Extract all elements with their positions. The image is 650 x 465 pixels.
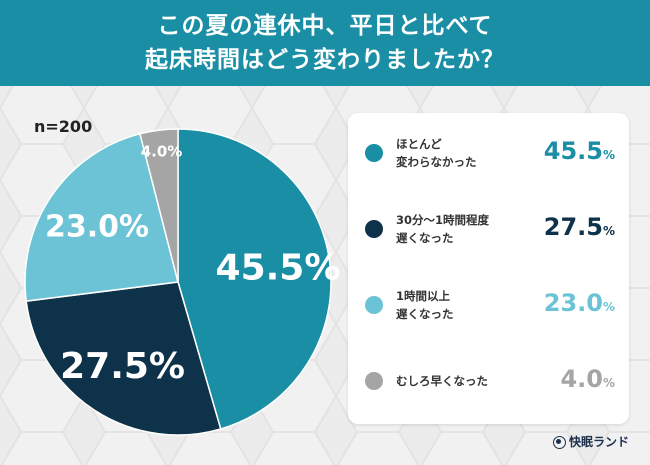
- pie-data-label-2: 27.5%: [60, 346, 185, 387]
- brand-logo: 快眠ランド: [553, 433, 629, 450]
- legend-label: 30分〜1時間程度 遅くなった: [396, 213, 490, 245]
- pie-data-label-1: 45.5%: [216, 247, 341, 288]
- legend-swatch-navy: [365, 220, 383, 238]
- chart-title-line-1: この夏の連休中、平日と比べて: [157, 13, 493, 39]
- legend-value: 45.5%: [544, 137, 615, 165]
- legend-value: 23.0%: [544, 289, 615, 317]
- legend-value-number: 45.5: [543, 137, 603, 165]
- pie-slice-3: [24, 132, 179, 303]
- pie-slice-4: [139, 128, 179, 283]
- chart-title-line-2: 起床時間はどう変わりましたか？: [145, 47, 505, 73]
- brand-logo-icon: [553, 436, 566, 449]
- pie-slice-2: [25, 281, 222, 436]
- legend-value-number: 4.0: [560, 365, 603, 393]
- pie-data-label-4: 4.0%: [141, 142, 183, 160]
- legend-item-earlier: むしろ早くなった 4.0%: [348, 351, 629, 411]
- legend-item-30min-1hour-later: 30分〜1時間程度 遅くなった 27.5%: [348, 199, 629, 259]
- legend-value-unit: %: [602, 376, 615, 390]
- legend-value-unit: %: [602, 148, 615, 162]
- legend-swatch-teal: [365, 144, 383, 162]
- legend-label: むしろ早くなった: [396, 374, 488, 388]
- legend-swatch-light-blue: [365, 296, 383, 314]
- legend-value: 27.5%: [544, 213, 615, 241]
- legend-swatch-gray: [365, 372, 383, 390]
- legend-panel: ほとんど 変わらなかった 45.5% 30分〜1時間程度 遅くなった 27.5%…: [348, 113, 629, 424]
- pie-slice-1: [177, 128, 332, 430]
- legend-label: 1時間以上 遅くなった: [396, 289, 454, 321]
- legend-value-unit: %: [602, 224, 615, 238]
- legend-value-number: 23.0: [543, 289, 603, 317]
- legend-value-unit: %: [602, 300, 615, 314]
- sample-size-label: n=200: [34, 117, 93, 136]
- legend-value: 4.0%: [560, 365, 615, 393]
- pie-data-label-3: 23.0%: [45, 209, 149, 244]
- brand-name: 快眠ランド: [569, 435, 630, 449]
- legend-item-unchanged: ほとんど 変わらなかった 45.5%: [348, 123, 629, 183]
- chart-title-banner: この夏の連休中、平日と比べて 起床時間はどう変わりましたか？: [0, 0, 650, 86]
- legend-label: ほとんど 変わらなかった: [396, 137, 477, 169]
- legend-value-number: 27.5: [543, 213, 603, 241]
- legend-item-over-1hour-later: 1時間以上 遅くなった 23.0%: [348, 275, 629, 335]
